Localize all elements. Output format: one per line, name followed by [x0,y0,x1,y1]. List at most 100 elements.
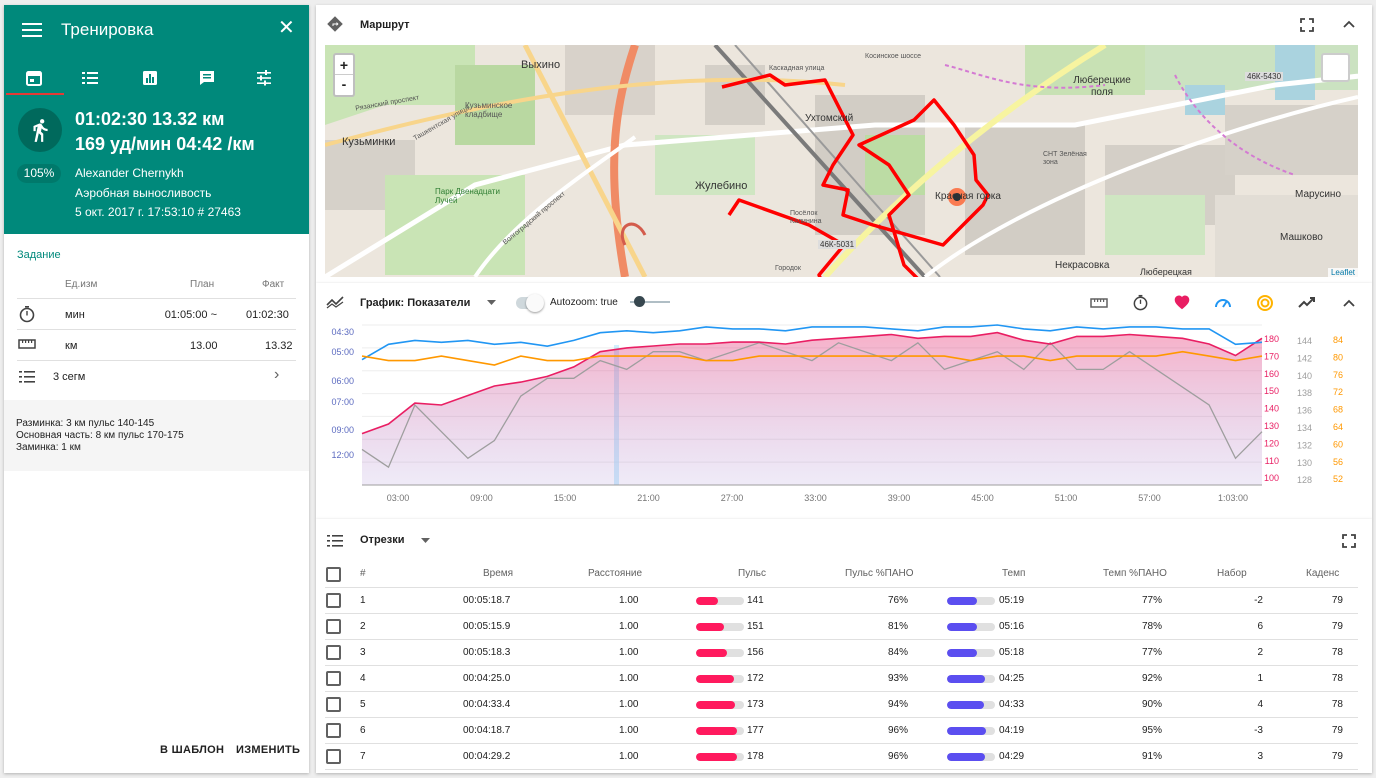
table-row[interactable]: 2 00:05:15.9 1.00 151 81% 05:16 78% 6 79 [325,614,1358,640]
task-row-segments[interactable]: 3 сегм › [17,361,296,392]
y-tick-hr: 130 [1264,421,1279,431]
col-header-num[interactable]: # [360,568,366,579]
ruler-icon[interactable] [1090,297,1108,309]
cell-distance: 1.00 [619,595,639,606]
caret-down-icon[interactable] [487,300,496,306]
table-row[interactable]: 7 00:04:29.2 1.00 178 96% 04:29 91% 3 79 [325,744,1358,770]
workout-date: 5 окт. 2017 г. 17:53:10 # 27463 [75,205,241,219]
close-icon[interactable]: ✕ [278,17,295,39]
zoom-in-button[interactable]: + [335,55,353,75]
athlete-name[interactable]: Alexander Chernykh [75,166,184,180]
map-view[interactable]: Выхино Кузьминки Кузьминское кладбище Па… [325,45,1358,277]
row-checkbox[interactable] [326,645,341,660]
route-title: Маршрут [360,19,410,31]
cell-hr-pct: 81% [888,621,909,632]
cell-pace-pct: 95% [1142,725,1163,736]
table-row[interactable]: 1 00:05:18.7 1.00 141 76% 05:19 77% -2 79 [325,588,1358,614]
cell-num: 1 [360,595,366,606]
list-numbered-icon [327,535,343,547]
select-all-checkbox[interactable] [326,567,341,582]
row-checkbox[interactable] [326,593,341,608]
autozoom-toggle[interactable] [516,294,544,312]
tab-calendar[interactable] [6,65,64,95]
zoom-out-button[interactable]: - [341,76,347,92]
col-header-time[interactable]: Время [483,568,514,579]
segments-title[interactable]: Отрезки [360,534,405,546]
series-line-pace [361,324,1263,361]
cell-hr: 177 [747,725,764,736]
menu-icon[interactable] [22,23,42,37]
task-segments-label: 3 сегм [53,371,86,383]
fullscreen-icon[interactable] [1342,534,1356,548]
speedometer-icon[interactable] [1214,294,1232,310]
y-tick-pace: 12:00 [331,450,354,460]
col-header-distance[interactable]: Расстояние [588,568,643,579]
table-row[interactable]: 4 00:04:25.0 1.00 172 93% 04:25 92% 1 78 [325,666,1358,692]
table-row[interactable]: 3 00:05:18.3 1.00 156 84% 05:18 77% 2 78 [325,640,1358,666]
caret-down-icon[interactable] [421,538,430,544]
layers-button[interactable] [1321,53,1350,82]
graph-title[interactable]: График: Показатели [360,297,471,309]
y-tick-altitude: 128 [1297,475,1312,485]
edit-button[interactable]: ИЗМЕНИТЬ [236,744,301,756]
y-tick-cadence: 52 [1333,474,1343,484]
map-label: 46К-5031 [818,240,857,249]
cell-hr-pct: 96% [888,751,909,762]
tune-icon [257,70,271,86]
y-tick-cadence: 72 [1333,387,1343,397]
y-tick-cadence: 80 [1333,352,1343,362]
tab-laps[interactable] [62,65,118,91]
row-checkbox[interactable] [326,723,341,738]
cadence-icon[interactable] [1256,294,1274,312]
task-header-row: Ед.изм План Факт [17,268,296,299]
segments-header-row [325,562,1358,588]
row-checkbox[interactable] [326,671,341,686]
heart-icon[interactable] [1173,294,1191,310]
col-header-pace-pct[interactable]: Темп %ПАНО [1103,568,1167,579]
y-tick-hr: 150 [1264,386,1279,396]
task-row-time: мин ~ 01:05:00 01:02:30 [17,299,296,330]
cell-gain: 6 [1257,621,1263,632]
col-header-hr-pct[interactable]: Пульс %ПАНО [845,568,914,579]
chevron-right-icon[interactable]: › [274,366,280,383]
cell-gain: -2 [1254,595,1263,606]
cell-pace: 05:18 [999,647,1025,658]
chevron-up-icon[interactable] [1343,298,1355,308]
cell-hr-pct: 76% [888,595,909,606]
table-row[interactable]: 6 00:04:18.7 1.00 177 96% 04:19 95% -3 79 [325,718,1358,744]
task-fact-distance: 13.32 [265,340,293,352]
col-header-cadence[interactable]: Каденс [1306,568,1340,579]
col-header-gain[interactable]: Набор [1217,568,1247,579]
tab-settings[interactable] [236,65,292,91]
col-header-hr[interactable]: Пульс [738,568,767,579]
list-numbered-icon [82,72,98,84]
fullscreen-icon[interactable] [1300,18,1314,32]
table-row[interactable]: 5 00:04:33.4 1.00 173 94% 04:33 90% 4 78 [325,692,1358,718]
smoothing-slider[interactable] [630,296,670,307]
elevation-trend-icon[interactable] [1298,295,1316,309]
cell-cadence: 79 [1331,751,1343,762]
series-line-altitude [361,341,1263,469]
task-header-plan: План [190,279,215,290]
chevron-up-icon[interactable] [1343,19,1355,29]
map-label: Кузьминки [342,136,396,148]
tab-stats[interactable] [122,65,178,91]
metrics-chart[interactable]: 03:00 09:00 15:00 21:00 27:00 33:00 39:00 45:00… [316,319,1372,509]
row-checkbox[interactable] [326,697,341,712]
x-tick-label: 27:00 [721,493,744,503]
stopwatch-icon[interactable] [1132,294,1149,311]
map-attribution[interactable]: Leaflet [1327,268,1358,277]
cell-distance: 1.00 [619,751,639,762]
tab-comments[interactable] [179,65,235,91]
completion-badge: 105% [17,164,61,183]
cell-cadence: 79 [1331,595,1343,606]
cell-hr: 141 [747,595,764,606]
bar-chart-icon [143,71,157,85]
hr-area [362,332,1262,485]
row-checkbox[interactable] [326,749,341,764]
cell-num: 4 [360,673,366,684]
col-header-pace[interactable]: Темп [1002,568,1026,579]
map-label: Люберецкая [1140,267,1192,277]
row-checkbox[interactable] [326,619,341,634]
to-template-button[interactable]: В ШАБЛОН [160,744,225,756]
